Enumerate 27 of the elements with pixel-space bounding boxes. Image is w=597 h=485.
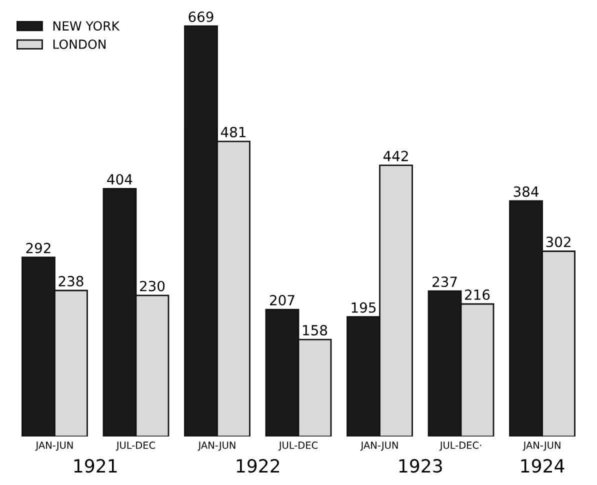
data-label: 384 <box>514 186 538 197</box>
x-tick-label: JUL-DEC· <box>439 442 482 451</box>
x-tick-label: JAN-JUN <box>35 442 73 451</box>
data-label: 302 <box>546 236 570 248</box>
data-label: 237 <box>432 276 457 288</box>
data-label: 207 <box>270 294 294 306</box>
data-label: 216 <box>465 289 490 300</box>
text: 1922 <box>236 459 280 473</box>
data-label: 195 <box>352 302 376 313</box>
x-tick-label: JAN-JUN <box>522 442 560 451</box>
text: 1924 <box>521 459 564 473</box>
data-label: 238 <box>58 276 84 286</box>
x-tick-label: JUL-DEC <box>116 442 156 451</box>
x-tick-label: JUL-DEC <box>278 442 318 451</box>
data-label: 158 <box>303 324 328 336</box>
x-tick-label: JAN-JUN <box>198 442 236 451</box>
x-tick-label: JAN-JUN <box>360 442 398 451</box>
data-label: 292 <box>26 242 50 254</box>
data-label: 481 <box>220 126 246 138</box>
data-label: 404 <box>107 174 132 185</box>
legend-label: NEW YORK <box>53 21 120 31</box>
data-label: 230 <box>140 280 165 292</box>
data-label: 442 <box>383 150 408 162</box>
text: 1921 <box>74 459 117 473</box>
legend-label: LONDON <box>53 40 106 49</box>
text: 1923 <box>399 459 442 473</box>
data-label: 669 <box>188 12 214 22</box>
